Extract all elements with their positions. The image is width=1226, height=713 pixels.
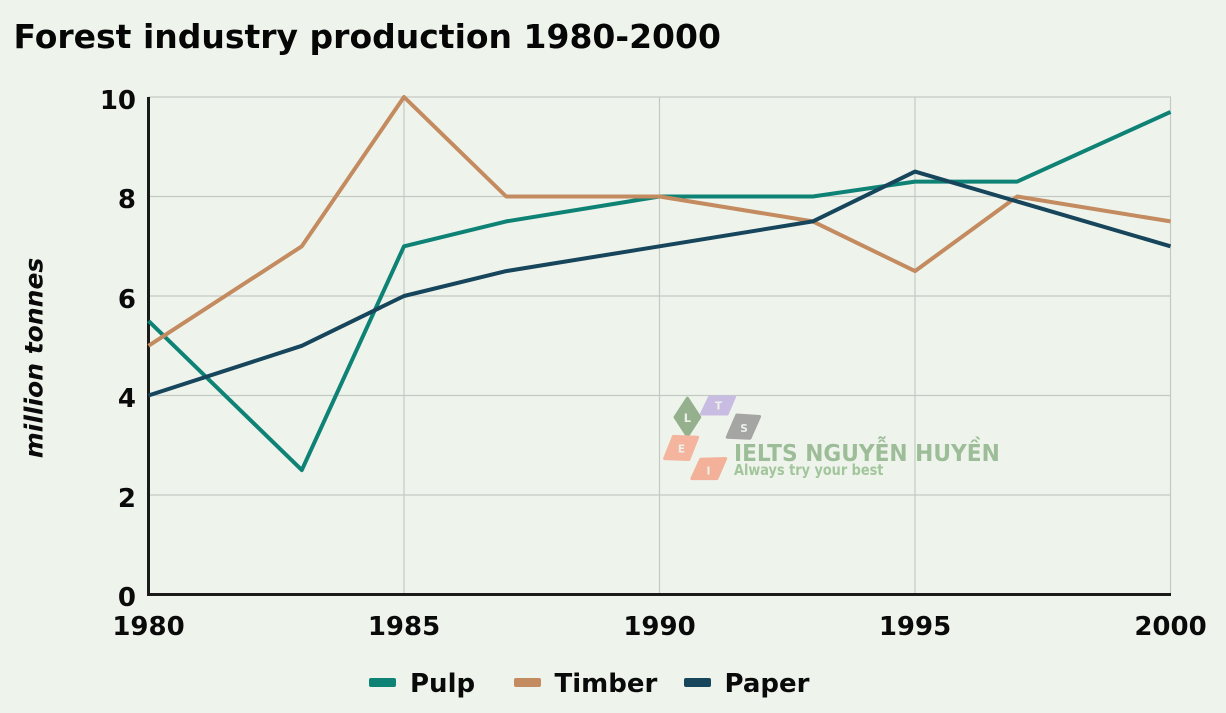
- legend-swatch-timber: [513, 678, 541, 687]
- logo-letter-T: T: [715, 401, 723, 413]
- legend-label-pulp: Pulp: [410, 669, 476, 699]
- watermark-logo: L T S E I: [663, 395, 762, 481]
- legend-swatch-paper: [683, 678, 711, 687]
- y-tick-label-4: 4: [117, 384, 136, 414]
- logo-letter-I: I: [707, 465, 711, 477]
- legend-label-timber: Timber: [554, 669, 658, 699]
- logo-letter-L: L: [684, 411, 692, 425]
- x-tick-label-1980: 1980: [112, 611, 185, 642]
- logo-letter-S: S: [740, 423, 748, 435]
- line-paper: [147, 169, 1172, 398]
- x-tick-label-1985: 1985: [367, 611, 441, 642]
- y-tick-label-0: 0: [117, 583, 136, 613]
- x-tick-label-1995: 1995: [878, 611, 952, 642]
- logo-shape-E: [663, 434, 700, 461]
- logo-shape-T: [699, 395, 736, 416]
- watermark-tagline-text: Always try your best: [734, 461, 884, 480]
- logo-shape-S: [725, 413, 762, 440]
- line-timber: [147, 95, 1171, 348]
- x-tick-label-2000: 2000: [1134, 611, 1207, 642]
- y-tick-label-10: 10: [99, 85, 136, 116]
- y-tick-label-8: 8: [117, 185, 136, 215]
- x-tick-label-1990: 1990: [623, 611, 696, 642]
- legend-label-paper: Paper: [724, 669, 810, 699]
- watermark-brand-text: IELTS NGUYỄN HUYỀN: [734, 440, 1000, 467]
- legend: Pulp Timber Paper: [0, 669, 1226, 699]
- legend-swatch-pulp: [369, 678, 396, 687]
- y-tick-label-6: 6: [117, 284, 136, 315]
- y-tick-label-2: 2: [117, 483, 136, 514]
- chart-title: Forest industry production 1980-2000: [13, 17, 721, 56]
- logo-letter-E: E: [678, 444, 685, 456]
- logo-shape-I: [690, 457, 728, 481]
